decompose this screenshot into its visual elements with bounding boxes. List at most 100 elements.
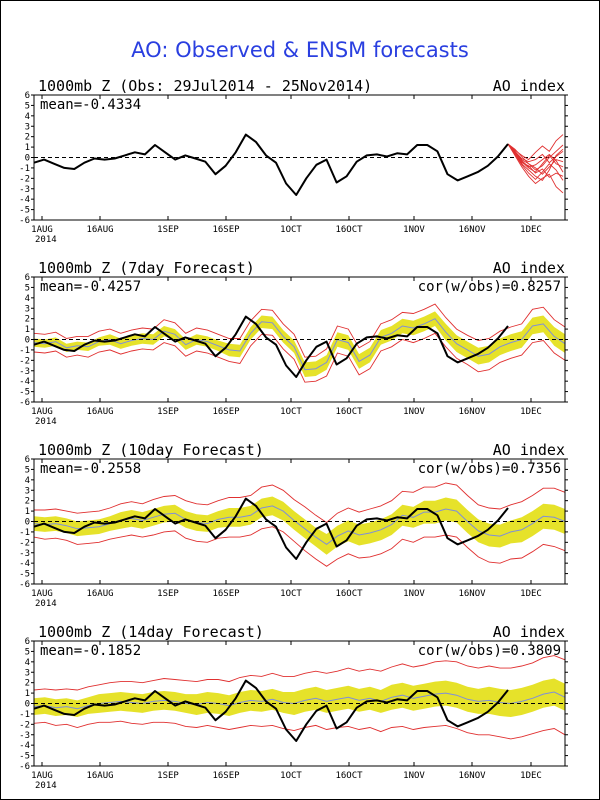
x-year-label: 2014 xyxy=(35,599,57,609)
y-tick-label: -4 xyxy=(19,741,30,751)
envelope-upper xyxy=(33,655,566,691)
x-tick-label: 16NOV xyxy=(458,589,486,599)
x-tick-label: 16SEP xyxy=(212,589,240,599)
y-tick-label: 3 xyxy=(25,304,30,314)
x-tick-label: 1NOV xyxy=(403,771,425,781)
y-tick-label: 3 xyxy=(25,122,30,132)
y-tick-label: 0 xyxy=(25,700,30,710)
ensemble-member-9 xyxy=(507,143,564,175)
mean-label: mean=-0.4334 xyxy=(40,97,141,113)
x-tick-label: 1DEC xyxy=(520,225,542,235)
x-year-label: 2014 xyxy=(35,781,57,791)
y-tick-label: -2 xyxy=(19,720,30,730)
x-year-label: 2014 xyxy=(35,235,57,245)
mean-label: mean=-0.2558 xyxy=(40,461,141,477)
x-tick-label: 16AUG xyxy=(86,225,113,235)
y-tick-label: 5 xyxy=(25,465,30,475)
panel-title: 1000mb Z (14day Forecast) xyxy=(38,623,264,641)
x-tick-label: 16AUG xyxy=(86,771,113,781)
y-tick-label: -4 xyxy=(19,195,30,205)
y-tick-label: 1 xyxy=(25,507,30,517)
panel-index-label: AO index xyxy=(493,259,565,277)
y-tick-label: 5 xyxy=(25,283,30,293)
y-tick-label: -1 xyxy=(19,346,30,356)
y-tick-label: -1 xyxy=(19,528,30,538)
y-tick-label: 3 xyxy=(25,486,30,496)
x-year-label: 2014 xyxy=(35,417,57,427)
y-tick-label: 1 xyxy=(25,689,30,699)
y-tick-label: -3 xyxy=(19,185,30,195)
x-tick-label: 1SEP xyxy=(157,589,179,599)
x-tick-label: 16SEP xyxy=(212,407,240,417)
panel-index-label: AO index xyxy=(493,77,565,95)
x-tick-label: 16NOV xyxy=(458,225,486,235)
y-tick-label: -3 xyxy=(19,731,30,741)
observed-line xyxy=(33,679,509,742)
x-tick-label: 1DEC xyxy=(520,589,542,599)
x-tick-label: 1NOV xyxy=(403,589,425,599)
mean-label: mean=-0.4257 xyxy=(40,279,141,295)
envelope-lower xyxy=(33,526,566,567)
y-tick-label: -1 xyxy=(19,710,30,720)
y-tick-label: -6 xyxy=(19,580,30,590)
figure-title: AO: Observed & ENSM forecasts xyxy=(131,38,469,62)
y-tick-label: -6 xyxy=(19,216,30,226)
x-tick-label: 1NOV xyxy=(403,225,425,235)
y-tick-label: 6 xyxy=(25,637,30,647)
y-tick-label: 4 xyxy=(25,476,30,486)
panel-title: 1000mb Z (7day Forecast) xyxy=(38,259,255,277)
correlation-label: cor(w/obs)=0.3809 xyxy=(418,643,561,659)
spread-band xyxy=(34,311,565,377)
y-tick-label: 1 xyxy=(25,325,30,335)
observed-line xyxy=(33,315,509,378)
panel-index-label: AO index xyxy=(493,623,565,641)
x-tick-label: 1NOV xyxy=(403,407,425,417)
y-tick-label: 0 xyxy=(25,336,30,346)
x-tick-label: 16AUG xyxy=(86,407,113,417)
x-tick-label: 1SEP xyxy=(157,225,179,235)
y-tick-label: -1 xyxy=(19,164,30,174)
panel-title: 1000mb Z (Obs: 29Jul2014 - 25Nov2014) xyxy=(38,77,372,95)
y-tick-label: -5 xyxy=(19,570,30,580)
x-tick-label: 16OCT xyxy=(335,407,363,417)
x-tick-label: 1OCT xyxy=(280,771,302,781)
y-tick-label: 5 xyxy=(25,101,30,111)
y-tick-label: 4 xyxy=(25,658,30,668)
y-tick-label: 6 xyxy=(25,455,30,465)
y-tick-label: -4 xyxy=(19,559,30,569)
y-tick-label: -6 xyxy=(19,398,30,408)
x-tick-label: 16OCT xyxy=(335,771,363,781)
ensemble-member-4 xyxy=(507,143,564,181)
y-tick-label: 6 xyxy=(25,273,30,283)
observed-line xyxy=(33,497,509,560)
y-tick-label: -5 xyxy=(19,206,30,216)
y-tick-label: -2 xyxy=(19,174,30,184)
x-tick-label: 16AUG xyxy=(86,589,113,599)
ensemble-member-6 xyxy=(507,143,564,194)
y-tick-label: 2 xyxy=(25,133,30,143)
x-tick-label: 1AUG xyxy=(31,225,53,235)
x-tick-label: 1AUG xyxy=(31,771,53,781)
y-tick-label: 2 xyxy=(25,497,30,507)
envelope-lower xyxy=(33,720,566,740)
x-tick-label: 1OCT xyxy=(280,589,302,599)
y-tick-label: 3 xyxy=(25,668,30,678)
correlation-label: cor(w/obs)=0.7356 xyxy=(418,461,561,477)
correlation-label: cor(w/obs)=0.8257 xyxy=(418,279,561,295)
y-tick-label: 2 xyxy=(25,315,30,325)
y-tick-label: 0 xyxy=(25,518,30,528)
y-tick-label: -2 xyxy=(19,538,30,548)
x-tick-label: 1SEP xyxy=(157,771,179,781)
mean-label: mean=-0.1852 xyxy=(40,643,141,659)
x-tick-label: 16OCT xyxy=(335,225,363,235)
x-tick-label: 1SEP xyxy=(157,407,179,417)
x-tick-label: 16NOV xyxy=(458,771,486,781)
x-tick-label: 16SEP xyxy=(212,771,240,781)
panel-title: 1000mb Z (10day Forecast) xyxy=(38,441,264,459)
observed-line xyxy=(33,133,509,196)
x-tick-label: 1OCT xyxy=(280,407,302,417)
y-tick-label: -3 xyxy=(19,367,30,377)
y-tick-label: -2 xyxy=(19,356,30,366)
y-tick-label: -4 xyxy=(19,377,30,387)
